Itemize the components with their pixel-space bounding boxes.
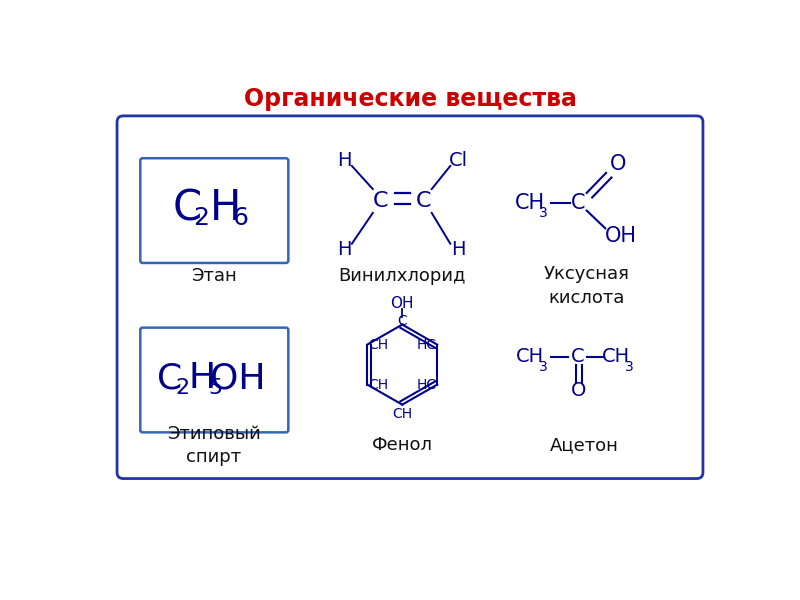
Text: 2: 2 [176, 378, 190, 398]
Text: Cl: Cl [449, 151, 468, 170]
Text: 3: 3 [539, 206, 548, 220]
Text: 5: 5 [208, 378, 222, 398]
Text: 3: 3 [539, 360, 548, 374]
Text: 3: 3 [625, 360, 634, 374]
Text: O: O [570, 381, 586, 400]
Text: Этиповый
спирт: Этиповый спирт [167, 425, 261, 466]
Text: OH: OH [390, 295, 414, 311]
Text: C: C [571, 193, 586, 213]
Text: Органические вещества: Органические вещества [243, 87, 577, 111]
Text: Ацетон: Ацетон [550, 436, 619, 454]
Text: CH: CH [368, 377, 388, 392]
Text: H: H [337, 151, 351, 170]
Text: CH: CH [515, 193, 545, 213]
Text: H: H [337, 239, 351, 259]
Text: Этан: Этан [191, 267, 237, 285]
Text: 6: 6 [232, 206, 248, 230]
Text: Уксусная
кислота: Уксусная кислота [544, 265, 630, 307]
Text: C: C [157, 361, 182, 395]
Text: H: H [210, 187, 242, 229]
Text: CH: CH [392, 407, 412, 421]
Text: C: C [398, 314, 407, 328]
Text: H: H [451, 239, 466, 259]
Text: C: C [416, 191, 432, 211]
Text: Фенол: Фенол [372, 436, 433, 454]
Text: CH: CH [516, 347, 544, 367]
FancyBboxPatch shape [140, 328, 288, 433]
Text: HC: HC [416, 338, 436, 352]
FancyBboxPatch shape [117, 116, 703, 479]
Text: Винилхлорид: Винилхлорид [338, 267, 466, 285]
Text: O: O [610, 154, 626, 175]
Text: H: H [189, 361, 216, 395]
FancyBboxPatch shape [140, 158, 288, 263]
Text: C: C [373, 191, 388, 211]
Text: OH: OH [210, 361, 266, 395]
Text: HC: HC [416, 377, 436, 392]
Text: C: C [570, 347, 584, 367]
Text: 2: 2 [194, 206, 210, 230]
Text: CH: CH [368, 338, 388, 352]
Text: OH: OH [605, 226, 637, 246]
Text: CH: CH [602, 347, 630, 367]
Text: C: C [172, 187, 202, 229]
